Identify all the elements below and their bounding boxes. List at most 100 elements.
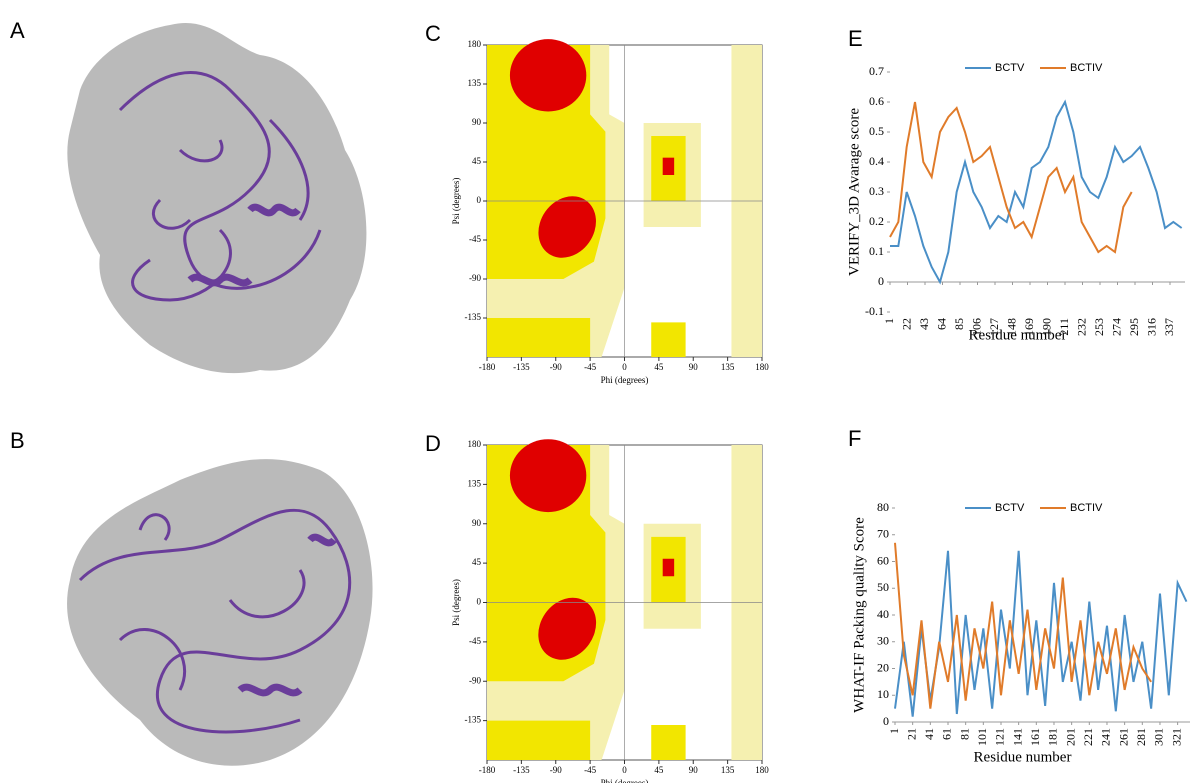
x-tick-label: 1 [882,318,896,324]
x-axis-label: Residue number [969,327,1067,343]
y-tick-label: 0 [477,597,482,607]
x-axis-label: Phi (degrees) [601,778,649,783]
legend-label: BCTV [995,62,1025,74]
panel-label: A [10,18,25,43]
x-tick-label: -90 [550,765,562,775]
allowed-region [651,725,686,760]
y-tick-label: 20 [877,660,889,674]
y-tick-label: 90 [472,518,482,528]
core-region [509,39,587,112]
allowed-region [487,318,591,357]
x-tick-label: 135 [721,765,735,775]
y-tick-label: 50 [877,580,889,594]
legend-label: BCTIV [1070,502,1103,514]
x-tick-label: 148 [1004,318,1018,336]
x-tick-label: -180 [479,362,496,372]
y-tick-label: 0.1 [869,244,884,258]
x-tick-label: 41 [922,728,936,740]
panel-label: E [848,26,863,51]
x-tick-label: -45 [584,765,596,775]
y-tick-label: -45 [469,234,481,244]
y-axis-label: WHAT-IF Packing quality Score [851,517,867,713]
core-region [538,196,596,258]
y-tick-label: 45 [472,156,482,166]
protein-a [67,22,367,374]
legend-label: BCTV [995,502,1025,514]
y-tick-label: 0 [477,195,482,205]
panel-label: C [425,21,441,46]
y-tick-label: -45 [469,636,481,646]
protein-b [67,459,373,766]
x-tick-label: 21 [904,728,918,740]
x-tick-label: 101 [975,728,989,746]
x-tick-label: 90 [689,362,699,372]
y-tick-label: 0.3 [869,184,884,198]
y-tick-label: 0.7 [869,64,884,78]
allowed-region [651,322,686,357]
series-line [889,101,1133,254]
core-region [662,157,675,175]
x-tick-label: 135 [721,362,735,372]
x-tick-label: 201 [1063,728,1077,746]
x-tick-label: 81 [957,728,971,740]
x-tick-label: -90 [550,362,562,372]
x-tick-label: 64 [934,318,948,330]
x-tick-label: 121 [993,728,1007,746]
y-tick-label: -135 [465,312,482,322]
y-tick-label: 0 [878,274,884,288]
core-region [538,597,597,660]
x-tick-label: 180 [755,362,769,372]
y-tick-label: 135 [468,78,482,88]
series-line [894,550,1188,717]
y-tick-label: 60 [877,553,889,567]
x-tick-label: 45 [654,362,664,372]
core-region [509,439,587,513]
y-axis-label: VERIFY_3D Avarage score [846,108,862,276]
x-tick-label: -180 [479,765,496,775]
x-tick-label: 232 [1074,318,1088,336]
y-tick-label: 180 [468,439,482,449]
panel-label: F [848,426,861,451]
y-axis-label: Psi (degrees) [451,579,461,626]
x-tick-label: 274 [1109,318,1123,336]
x-tick-label: 169 [1022,318,1036,336]
series-line [894,542,1152,709]
y-tick-label: 10 [877,687,889,701]
series-line [890,99,1183,285]
legend-label: BCTIV [1070,62,1103,74]
x-tick-label: 106 [969,318,983,336]
x-tick-label: 241 [1099,728,1113,746]
x-tick-label: 90 [689,765,699,775]
x-tick-label: 127 [987,318,1001,336]
x-tick-label: 321 [1169,728,1183,746]
panel-label: D [425,431,441,456]
x-tick-label: 1 [887,728,901,734]
x-tick-label: 61 [940,728,954,740]
y-tick-label: 80 [877,500,889,514]
x-tick-label: 141 [1010,728,1024,746]
y-axis-label: Psi (degrees) [451,178,461,225]
y-tick-label: 0.6 [869,94,884,108]
x-tick-label: 221 [1081,728,1095,746]
y-tick-label: 0.2 [869,214,884,228]
y-tick-label: -90 [469,675,481,685]
x-tick-label: 261 [1116,728,1130,746]
y-tick-label: 70 [877,527,889,541]
x-tick-label: -135 [513,362,530,372]
x-tick-label: 181 [1046,728,1060,746]
y-tick-label: 0.5 [869,124,884,138]
x-tick-label: 43 [917,318,931,330]
y-tick-label: 30 [877,634,889,648]
x-tick-label: 211 [1057,318,1071,336]
x-tick-label: 0 [622,765,627,775]
y-tick-label: 135 [468,478,482,488]
y-tick-label: 0 [883,714,889,728]
y-tick-label: -0.1 [865,304,884,318]
x-tick-label: 45 [654,765,664,775]
x-tick-label: 161 [1028,728,1042,746]
allowed-region [487,720,591,760]
y-tick-label: 180 [468,39,482,49]
x-tick-label: 295 [1127,318,1141,336]
x-axis-label: Residue number [974,749,1072,765]
y-tick-label: 45 [472,557,482,567]
